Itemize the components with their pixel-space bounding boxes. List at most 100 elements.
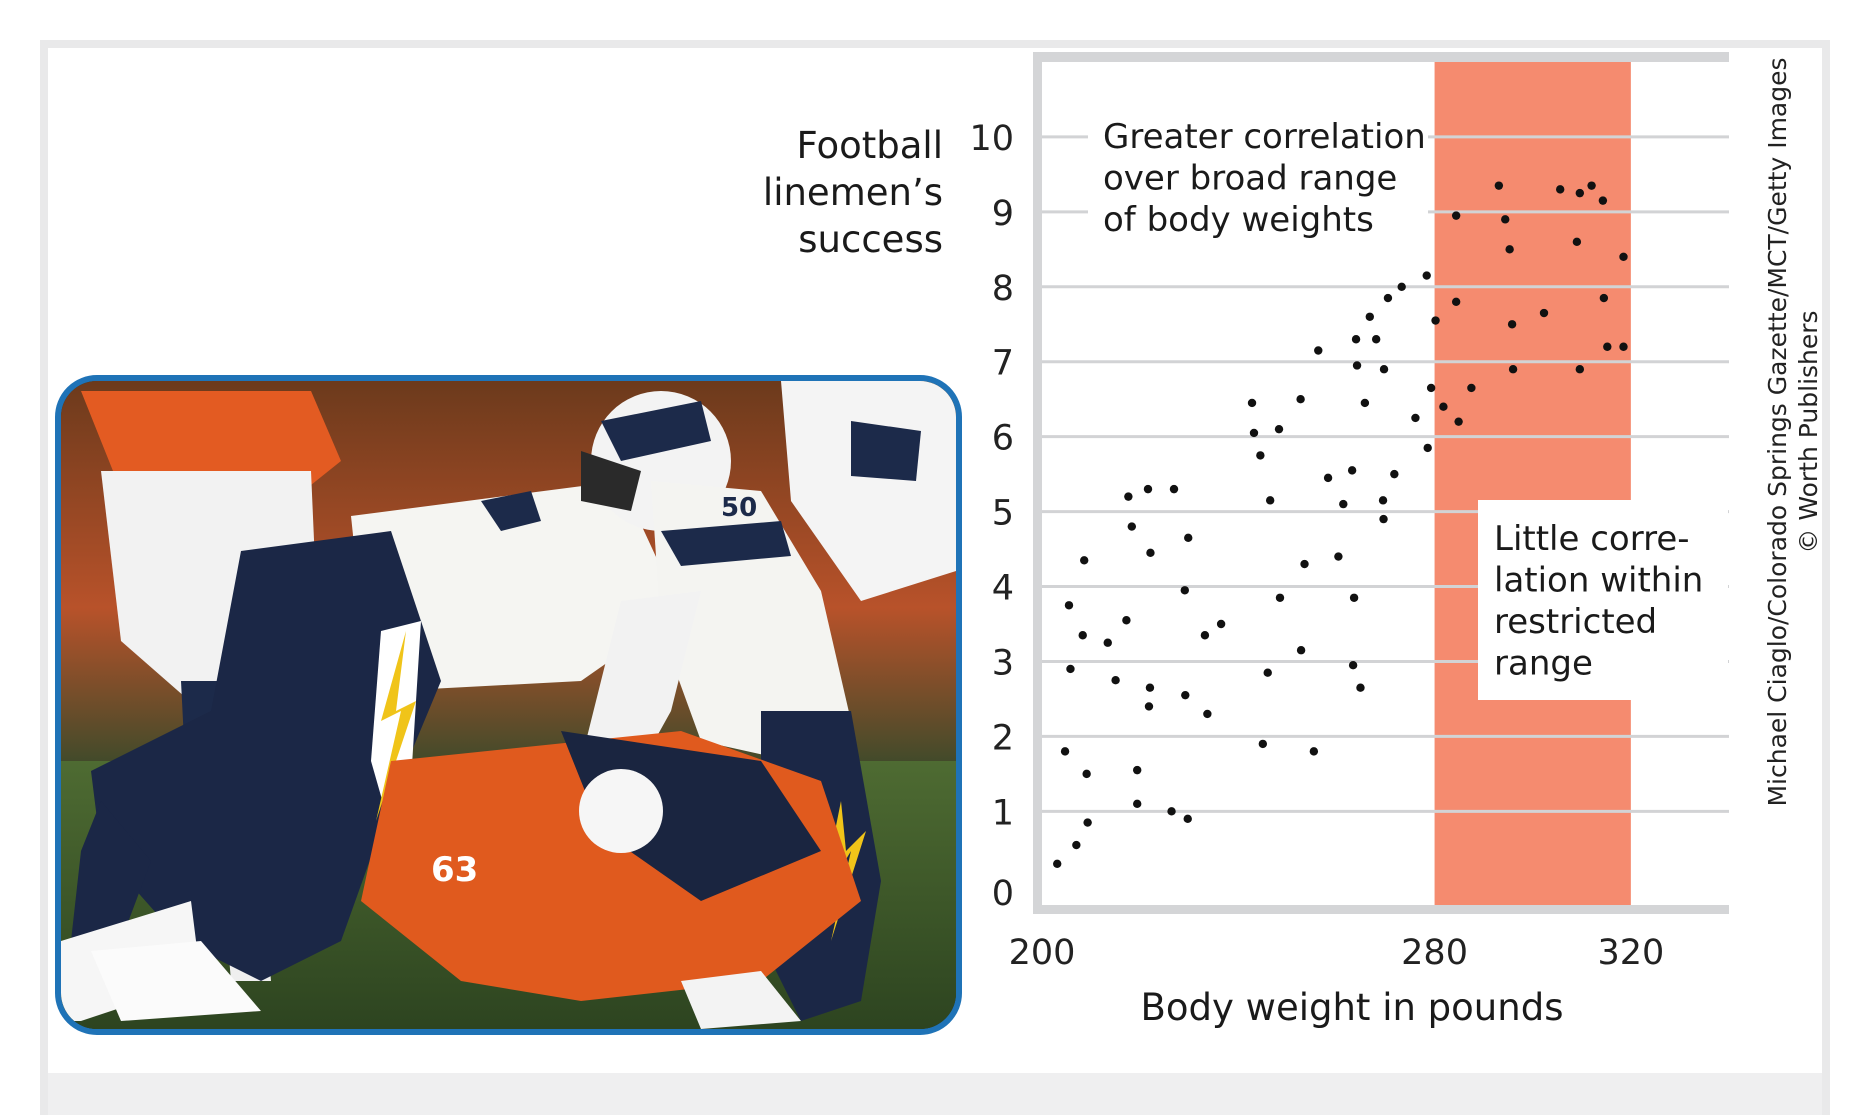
- data-point-73: [1505, 245, 1514, 254]
- data-point-3: [1064, 601, 1074, 610]
- data-point-43: [1323, 473, 1333, 483]
- data-point-15: [1132, 765, 1142, 775]
- y-tick-label-8: 8: [992, 269, 1014, 309]
- annotation-restricted-line-3: restricted: [1494, 602, 1657, 642]
- annotation-restricted-bg: [1478, 500, 1728, 700]
- data-point-6: [1078, 631, 1087, 640]
- data-point-55: [1378, 496, 1388, 505]
- data-point-69: [1454, 417, 1463, 426]
- data-point-39: [1296, 646, 1306, 655]
- data-point-13: [1124, 492, 1133, 501]
- data-point-71: [1494, 181, 1504, 190]
- jersey-number-63: 63: [431, 850, 478, 890]
- data-point-80: [1575, 188, 1585, 198]
- plot-frame-top: [1033, 52, 1729, 62]
- jersey-number-50: 50: [721, 493, 757, 523]
- data-point-4: [1066, 664, 1075, 674]
- data-point-22: [1169, 484, 1179, 494]
- data-point-24: [1181, 690, 1190, 700]
- data-point-45: [1339, 499, 1348, 509]
- data-point-84: [1603, 342, 1612, 351]
- x-tick-label-200: 200: [1009, 933, 1076, 973]
- data-point-21: [1167, 807, 1176, 816]
- data-point-11: [1111, 676, 1120, 685]
- data-point-29: [1216, 619, 1226, 629]
- data-point-60: [1397, 282, 1406, 291]
- data-point-35: [1265, 496, 1275, 505]
- data-point-79: [1575, 365, 1585, 374]
- data-point-16: [1132, 799, 1142, 809]
- data-point-68: [1451, 211, 1461, 220]
- data-point-30: [1247, 398, 1257, 408]
- y-axis-label-line-2: linemen’s: [763, 171, 943, 214]
- x-tick-label-280: 280: [1401, 933, 1468, 973]
- y-tick-label-2: 2: [992, 718, 1014, 758]
- restricted-range-band: [1434, 62, 1631, 905]
- y-axis-label-line-3: success: [798, 218, 943, 261]
- x-axis-label: Body weight in pounds: [1141, 986, 1564, 1029]
- annotation-restricted-line-1: Little corre-: [1494, 519, 1690, 559]
- data-point-8: [1082, 769, 1091, 779]
- data-point-40: [1300, 559, 1309, 569]
- credit-line-1: Michael Ciaglo/Colorado Springs Gazette/…: [1763, 57, 1792, 807]
- footer-band: [48, 1073, 1822, 1115]
- data-point-19: [1145, 683, 1155, 692]
- data-point-9: [1083, 818, 1092, 827]
- y-tick-label-9: 9: [992, 194, 1014, 234]
- data-point-17: [1143, 484, 1153, 494]
- data-point-12: [1122, 616, 1131, 625]
- data-point-74: [1507, 320, 1517, 329]
- data-point-31: [1249, 428, 1259, 438]
- data-point-2: [1060, 747, 1070, 756]
- data-point-33: [1258, 739, 1268, 749]
- y-tick-label-10: 10: [969, 119, 1014, 159]
- data-point-82: [1598, 196, 1608, 205]
- data-point-27: [1200, 631, 1210, 640]
- data-point-25: [1183, 814, 1192, 824]
- data-point-1: [1053, 859, 1062, 868]
- data-point-32: [1256, 451, 1265, 460]
- data-point-49: [1351, 335, 1361, 344]
- x-tick-label-320: 320: [1597, 933, 1664, 973]
- annotation-broad-line-1: Greater correlation: [1103, 117, 1426, 157]
- data-point-36: [1274, 424, 1284, 434]
- data-point-77: [1555, 185, 1565, 194]
- data-point-46: [1347, 466, 1357, 475]
- data-point-10: [1103, 638, 1112, 647]
- data-point-53: [1365, 312, 1374, 321]
- data-point-48: [1348, 661, 1358, 670]
- data-point-86: [1619, 252, 1628, 262]
- data-point-20: [1146, 548, 1155, 558]
- data-point-51: [1356, 683, 1365, 692]
- data-point-65: [1431, 316, 1440, 325]
- data-point-34: [1263, 668, 1272, 677]
- data-point-23: [1180, 586, 1189, 595]
- plot-frame-bottom: [1033, 905, 1729, 914]
- data-point-81: [1587, 181, 1596, 190]
- annotation-restricted-line-2: lation within: [1494, 561, 1703, 601]
- football-photo: 63 50: [55, 375, 962, 1035]
- data-point-62: [1422, 271, 1431, 280]
- data-point-63: [1423, 443, 1432, 453]
- data-point-83: [1599, 293, 1609, 303]
- data-point-70: [1467, 383, 1476, 393]
- data-point-72: [1501, 215, 1510, 224]
- y-tick-label-3: 3: [992, 643, 1014, 683]
- y-tick-label-7: 7: [992, 344, 1014, 384]
- y-tick-label-5: 5: [992, 494, 1014, 534]
- data-point-37: [1275, 593, 1285, 602]
- plot-frame-left: [1033, 52, 1042, 914]
- data-point-47: [1349, 593, 1359, 602]
- data-point-78: [1572, 237, 1582, 247]
- data-point-54: [1371, 335, 1381, 344]
- y-tick-label-6: 6: [992, 419, 1014, 459]
- data-point-56: [1379, 514, 1388, 524]
- data-point-18: [1144, 702, 1154, 711]
- annotation-broad-line-2: over broad range: [1103, 159, 1397, 199]
- annotation-restricted-range: Little corre-lation withinrestrictedrang…: [1478, 500, 1728, 700]
- data-point-57: [1379, 365, 1389, 374]
- data-point-38: [1296, 395, 1305, 404]
